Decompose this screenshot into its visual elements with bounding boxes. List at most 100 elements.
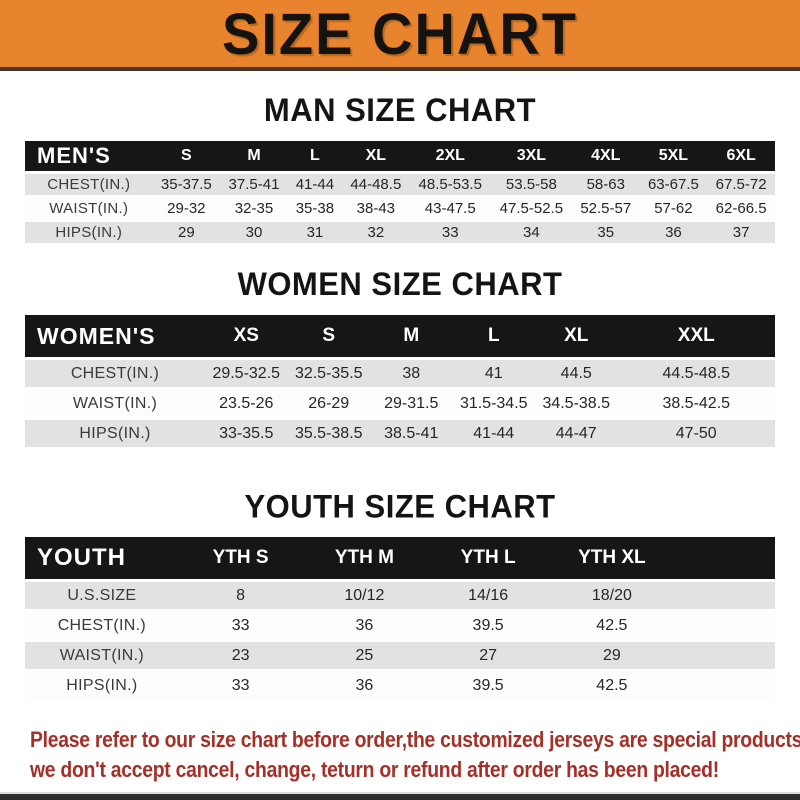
table-row: CHEST(IN.) 29.5-32.5 32.5-35.5 38 41 44.… bbox=[25, 360, 775, 387]
cell: 34 bbox=[490, 222, 572, 243]
row-label: CHEST(IN.) bbox=[25, 174, 153, 195]
cell: 47-50 bbox=[617, 420, 775, 447]
cell: 47.5-52.5 bbox=[490, 198, 572, 219]
row-label: WAIST(IN.) bbox=[25, 390, 205, 417]
cell: 41 bbox=[452, 360, 535, 387]
size-column-header: YTH S bbox=[178, 537, 303, 579]
cell: 53.5-58 bbox=[490, 174, 572, 195]
page-title: SIZE CHART bbox=[222, 0, 578, 67]
row-label: CHEST(IN.) bbox=[25, 360, 205, 387]
cell: 33 bbox=[409, 222, 491, 243]
men-table-group-label: MEN'S bbox=[25, 141, 153, 171]
cell: 48.5-53.5 bbox=[409, 174, 491, 195]
cell: 41-44 bbox=[452, 420, 535, 447]
men-table-header-row: MEN'S S M L XL 2XL 3XL 4XL 5XL 6XL bbox=[25, 141, 775, 171]
row-label: HIPS(IN.) bbox=[25, 420, 205, 447]
cell: 37.5-41 bbox=[220, 174, 288, 195]
disclaimer-line-2: we don't accept cancel, change, teturn o… bbox=[30, 757, 719, 782]
row-label: U.S.SIZE bbox=[25, 582, 179, 609]
spacer-cell bbox=[673, 537, 775, 579]
bottom-edge-bar bbox=[0, 792, 800, 800]
cell: 32-35 bbox=[220, 198, 288, 219]
disclaimer: Please refer to our size chart before or… bbox=[30, 725, 800, 785]
size-column-header: XXL bbox=[617, 315, 775, 357]
size-column-header: S bbox=[287, 315, 370, 357]
size-column-header: YTH L bbox=[426, 537, 550, 579]
cell: 38 bbox=[370, 360, 453, 387]
cell: 23 bbox=[178, 642, 303, 669]
cell: 8 bbox=[178, 582, 303, 609]
cell: 33-35.5 bbox=[205, 420, 288, 447]
cell: 32.5-35.5 bbox=[287, 360, 370, 387]
cell: 38.5-42.5 bbox=[617, 390, 775, 417]
spacer-cell bbox=[673, 642, 775, 669]
cell: 29.5-32.5 bbox=[205, 360, 288, 387]
cell: 33 bbox=[178, 672, 303, 699]
men-section-title: MAN SIZE CHART bbox=[263, 91, 537, 129]
cell: 44-47 bbox=[535, 420, 618, 447]
cell: 62-66.5 bbox=[707, 198, 775, 219]
cell: 41-44 bbox=[287, 174, 343, 195]
cell: 18/20 bbox=[550, 582, 674, 609]
cell: 31 bbox=[287, 222, 343, 243]
size-column-header: L bbox=[287, 141, 343, 171]
cell: 35.5-38.5 bbox=[287, 420, 370, 447]
youth-table-group-label: YOUTH bbox=[25, 537, 179, 579]
cell: 30 bbox=[220, 222, 288, 243]
banner: SIZE CHART bbox=[0, 0, 800, 71]
size-column-header: L bbox=[452, 315, 535, 357]
table-row: HIPS(IN.) 29 30 31 32 33 34 35 36 37 bbox=[25, 222, 775, 243]
size-column-header: YTH M bbox=[302, 537, 427, 579]
table-row: WAIST(IN.) 23 25 27 29 bbox=[25, 642, 775, 669]
cell: 35 bbox=[571, 222, 640, 243]
youth-section-title: YOUTH SIZE CHART bbox=[244, 488, 556, 525]
cell: 34.5-38.5 bbox=[535, 390, 618, 417]
youth-table-header-row: YOUTH YTH S YTH M YTH L YTH XL bbox=[25, 537, 775, 579]
size-column-header: XL bbox=[535, 315, 618, 357]
cell: 38.5-41 bbox=[370, 420, 453, 447]
cell: 29 bbox=[550, 642, 674, 669]
cell: 14/16 bbox=[426, 582, 550, 609]
size-column-header: 2XL bbox=[409, 141, 491, 171]
cell: 44.5-48.5 bbox=[617, 360, 775, 387]
cell: 31.5-34.5 bbox=[452, 390, 535, 417]
row-label: WAIST(IN.) bbox=[25, 198, 153, 219]
cell: 52.5-57 bbox=[571, 198, 640, 219]
table-row: HIPS(IN.) 33-35.5 35.5-38.5 38.5-41 41-4… bbox=[25, 420, 775, 447]
women-section-title: WOMEN SIZE CHART bbox=[237, 265, 563, 303]
size-column-header: 6XL bbox=[707, 141, 775, 171]
table-row: U.S.SIZE 8 10/12 14/16 18/20 bbox=[25, 582, 775, 609]
cell: 58-63 bbox=[571, 174, 640, 195]
spacer-cell bbox=[673, 582, 775, 609]
size-column-header: XS bbox=[205, 315, 288, 357]
cell: 37 bbox=[707, 222, 775, 243]
cell: 67.5-72 bbox=[707, 174, 775, 195]
size-column-header: 5XL bbox=[639, 141, 708, 171]
size-column-header: YTH XL bbox=[550, 537, 674, 579]
women-table-header-row: WOMEN'S XS S M L XL XXL bbox=[25, 315, 775, 357]
size-column-header: M bbox=[370, 315, 453, 357]
row-label: WAIST(IN.) bbox=[25, 642, 179, 669]
cell: 33 bbox=[178, 612, 303, 639]
cell: 32 bbox=[342, 222, 410, 243]
women-size-table: WOMEN'S XS S M L XL XXL CHEST(IN.) 29.5-… bbox=[25, 312, 775, 450]
cell: 36 bbox=[302, 672, 427, 699]
cell: 38-43 bbox=[342, 198, 410, 219]
cell: 29-31.5 bbox=[370, 390, 453, 417]
spacer-cell bbox=[673, 672, 775, 699]
cell: 29 bbox=[152, 222, 221, 243]
cell: 39.5 bbox=[426, 672, 550, 699]
size-column-header: 4XL bbox=[571, 141, 640, 171]
cell: 25 bbox=[302, 642, 427, 669]
cell: 10/12 bbox=[302, 582, 427, 609]
size-column-header: XL bbox=[342, 141, 410, 171]
cell: 23.5-26 bbox=[205, 390, 288, 417]
table-row: WAIST(IN.) 29-32 32-35 35-38 38-43 43-47… bbox=[25, 198, 775, 219]
table-row: CHEST(IN.) 35-37.5 37.5-41 41-44 44-48.5… bbox=[25, 174, 775, 195]
cell: 63-67.5 bbox=[639, 174, 708, 195]
row-label: HIPS(IN.) bbox=[25, 222, 153, 243]
cell: 42.5 bbox=[550, 672, 674, 699]
table-row: WAIST(IN.) 23.5-26 26-29 29-31.5 31.5-34… bbox=[25, 390, 775, 417]
table-row: HIPS(IN.) 33 36 39.5 42.5 bbox=[25, 672, 775, 699]
